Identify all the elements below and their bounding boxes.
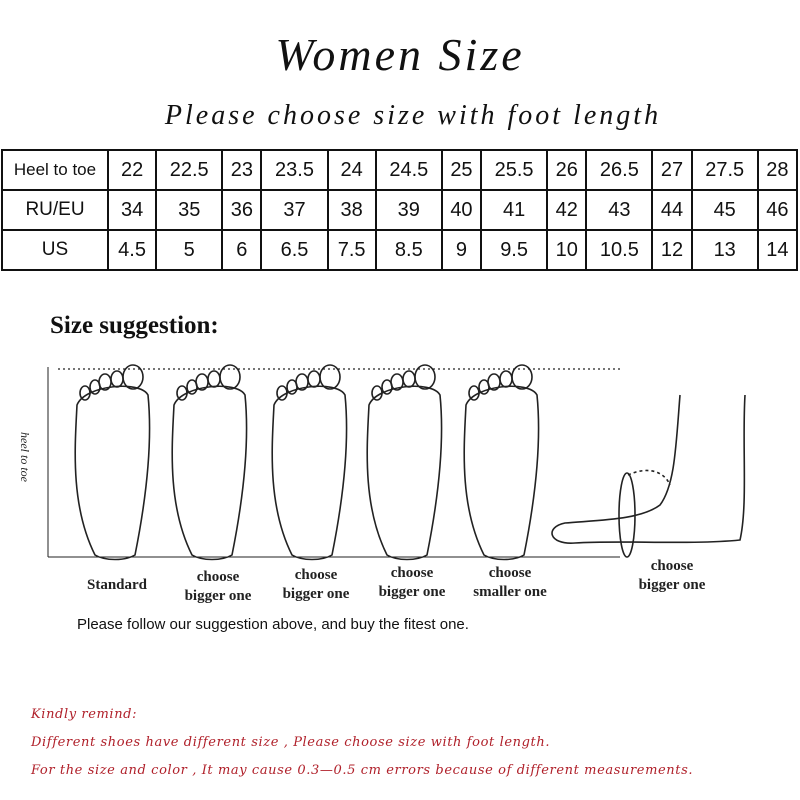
- foot-outline-icon: [366, 385, 443, 561]
- toe-icon: [402, 370, 416, 388]
- size-table: Heel to toe 22 22.5 23 23.5 24 24.5 25 25.5 26 26.…: [1, 149, 799, 271]
- table-cell: 5: [155, 229, 224, 271]
- toe-icon: [79, 385, 91, 401]
- toe-icon: [468, 385, 480, 401]
- suggestion-label: choose bigger one: [282, 567, 350, 602]
- table-row: Heel to toe 22 22.5 23 23.5 24 24.5 25 25.5 26 26.…: [1, 149, 799, 191]
- table-cell: 25: [440, 149, 483, 191]
- toe-icon: [122, 364, 144, 390]
- suggestion-label: choose bigger one: [378, 565, 446, 600]
- toe-icon: [414, 364, 436, 390]
- table-cell: 42: [546, 189, 588, 231]
- table-cell: 28: [756, 149, 799, 191]
- suggestion-label: choose bigger one: [184, 569, 252, 604]
- toe-icon: [219, 364, 241, 390]
- table-cell: 37: [260, 189, 329, 231]
- suggestion-label: choose smaller one: [473, 565, 547, 600]
- toe-icon: [319, 364, 341, 390]
- table-cell: 27.5: [690, 149, 759, 191]
- table-cell: 23: [221, 149, 263, 191]
- table-cell: 46: [756, 189, 799, 231]
- table-cell: 7.5: [326, 229, 377, 271]
- table-cell: 45: [690, 189, 759, 231]
- remind-heading: Kindly remind:: [31, 707, 138, 722]
- table-cell: 6.5: [260, 229, 329, 271]
- table-cell: 26.5: [585, 149, 654, 191]
- table-cell: 13: [690, 229, 759, 271]
- table-cell: 8.5: [374, 229, 443, 271]
- table-cell: 26: [546, 149, 588, 191]
- table-cell: 24: [326, 149, 377, 191]
- foot-outline-icon: [171, 385, 248, 561]
- table-cell: 38: [326, 189, 377, 231]
- table-cell: 22.5: [155, 149, 224, 191]
- suggestion-label: Standard: [86, 577, 148, 593]
- foot-outline-icon: [74, 385, 151, 561]
- toe-icon: [371, 385, 383, 401]
- table-cell: 10: [546, 229, 588, 271]
- toe-icon: [207, 370, 221, 388]
- table-cell: 34: [106, 189, 158, 231]
- table-cell: 22: [106, 149, 158, 191]
- table-row: RU/EU 34 35 36 37 38 39 40 41 42 43 44 45 46: [1, 189, 799, 231]
- toe-icon: [176, 385, 188, 401]
- table-cell: 23.5: [260, 149, 329, 191]
- toe-icon: [307, 370, 321, 388]
- remind-line-2: For the size and color , It may cause 0.…: [31, 763, 694, 778]
- suggestion-heading: Size suggestion:: [50, 312, 219, 339]
- toe-icon: [276, 385, 288, 401]
- feet-illustration: [47, 364, 746, 561]
- follow-text: Please follow our suggestion above, and …: [77, 616, 469, 633]
- subtitle: Please choose size with foot length: [164, 100, 662, 131]
- table-cell: 44: [651, 189, 693, 231]
- table-cell: 36: [221, 189, 263, 231]
- table-cell: 12: [651, 229, 693, 271]
- side-foot-icon: [551, 394, 746, 558]
- table-cell: 41: [480, 189, 549, 231]
- toe-icon: [511, 364, 533, 390]
- table-cell: 40: [440, 189, 483, 231]
- foot-outline-icon: [463, 385, 540, 561]
- row-header: RU/EU: [1, 189, 109, 231]
- table-cell: 6: [221, 229, 263, 271]
- table-cell: 39: [374, 189, 443, 231]
- table-cell: 14: [756, 229, 799, 271]
- table-cell: 25.5: [480, 149, 549, 191]
- table-cell: 9.5: [480, 229, 549, 271]
- table-cell: 43: [585, 189, 654, 231]
- table-cell: 35: [155, 189, 224, 231]
- table-cell: 4.5: [106, 229, 158, 271]
- foot-outline-icon: [271, 385, 348, 561]
- toe-icon: [499, 370, 513, 388]
- toe-icon: [110, 370, 124, 388]
- table-cell: 24.5: [374, 149, 443, 191]
- row-header: US: [1, 229, 109, 271]
- suggestion-label: choose bigger one: [638, 558, 706, 593]
- page-title: Women Size: [275, 29, 525, 80]
- table-cell: 9: [440, 229, 483, 271]
- table-row: US 4.5 5 6 6.5 7.5 8.5 9 9.5 10 10.5 12 13 14: [1, 229, 799, 271]
- row-header: Heel to toe: [1, 149, 109, 191]
- table-cell: 10.5: [585, 229, 654, 271]
- remind-line-1: Different shoes have different size , Pl…: [31, 735, 551, 750]
- table-cell: 27: [651, 149, 693, 191]
